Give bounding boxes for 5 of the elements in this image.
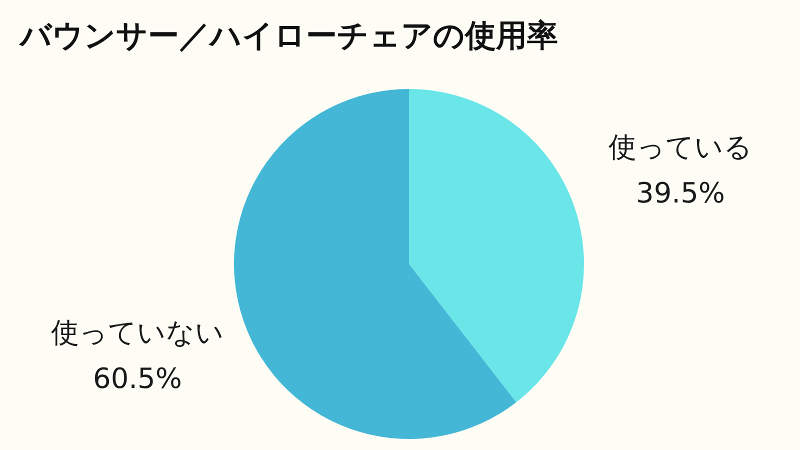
chart-title: バウンサー／ハイローチェアの使用率 xyxy=(20,17,558,56)
slice-label: 使っている xyxy=(608,130,753,164)
slice-label: 使っていない xyxy=(50,316,224,350)
data-label: 60.5% xyxy=(92,362,182,396)
data-label: 39.5% xyxy=(636,176,726,210)
